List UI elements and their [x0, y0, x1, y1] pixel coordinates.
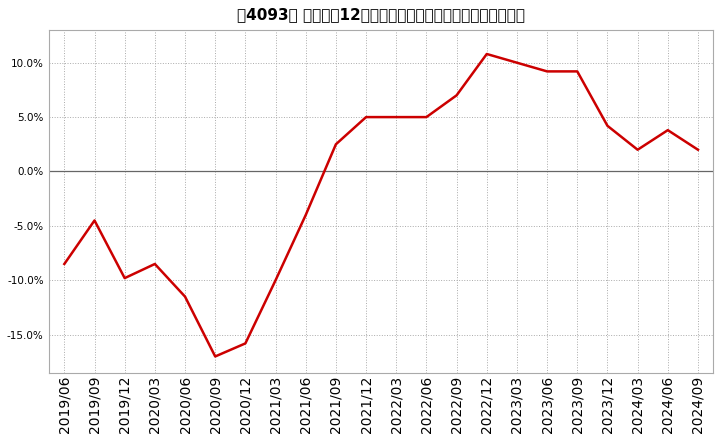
- Title: ［4093］ 売上高の12か月移動合計の対前年同期増減率の推移: ［4093］ 売上高の12か月移動合計の対前年同期増減率の推移: [237, 7, 525, 22]
